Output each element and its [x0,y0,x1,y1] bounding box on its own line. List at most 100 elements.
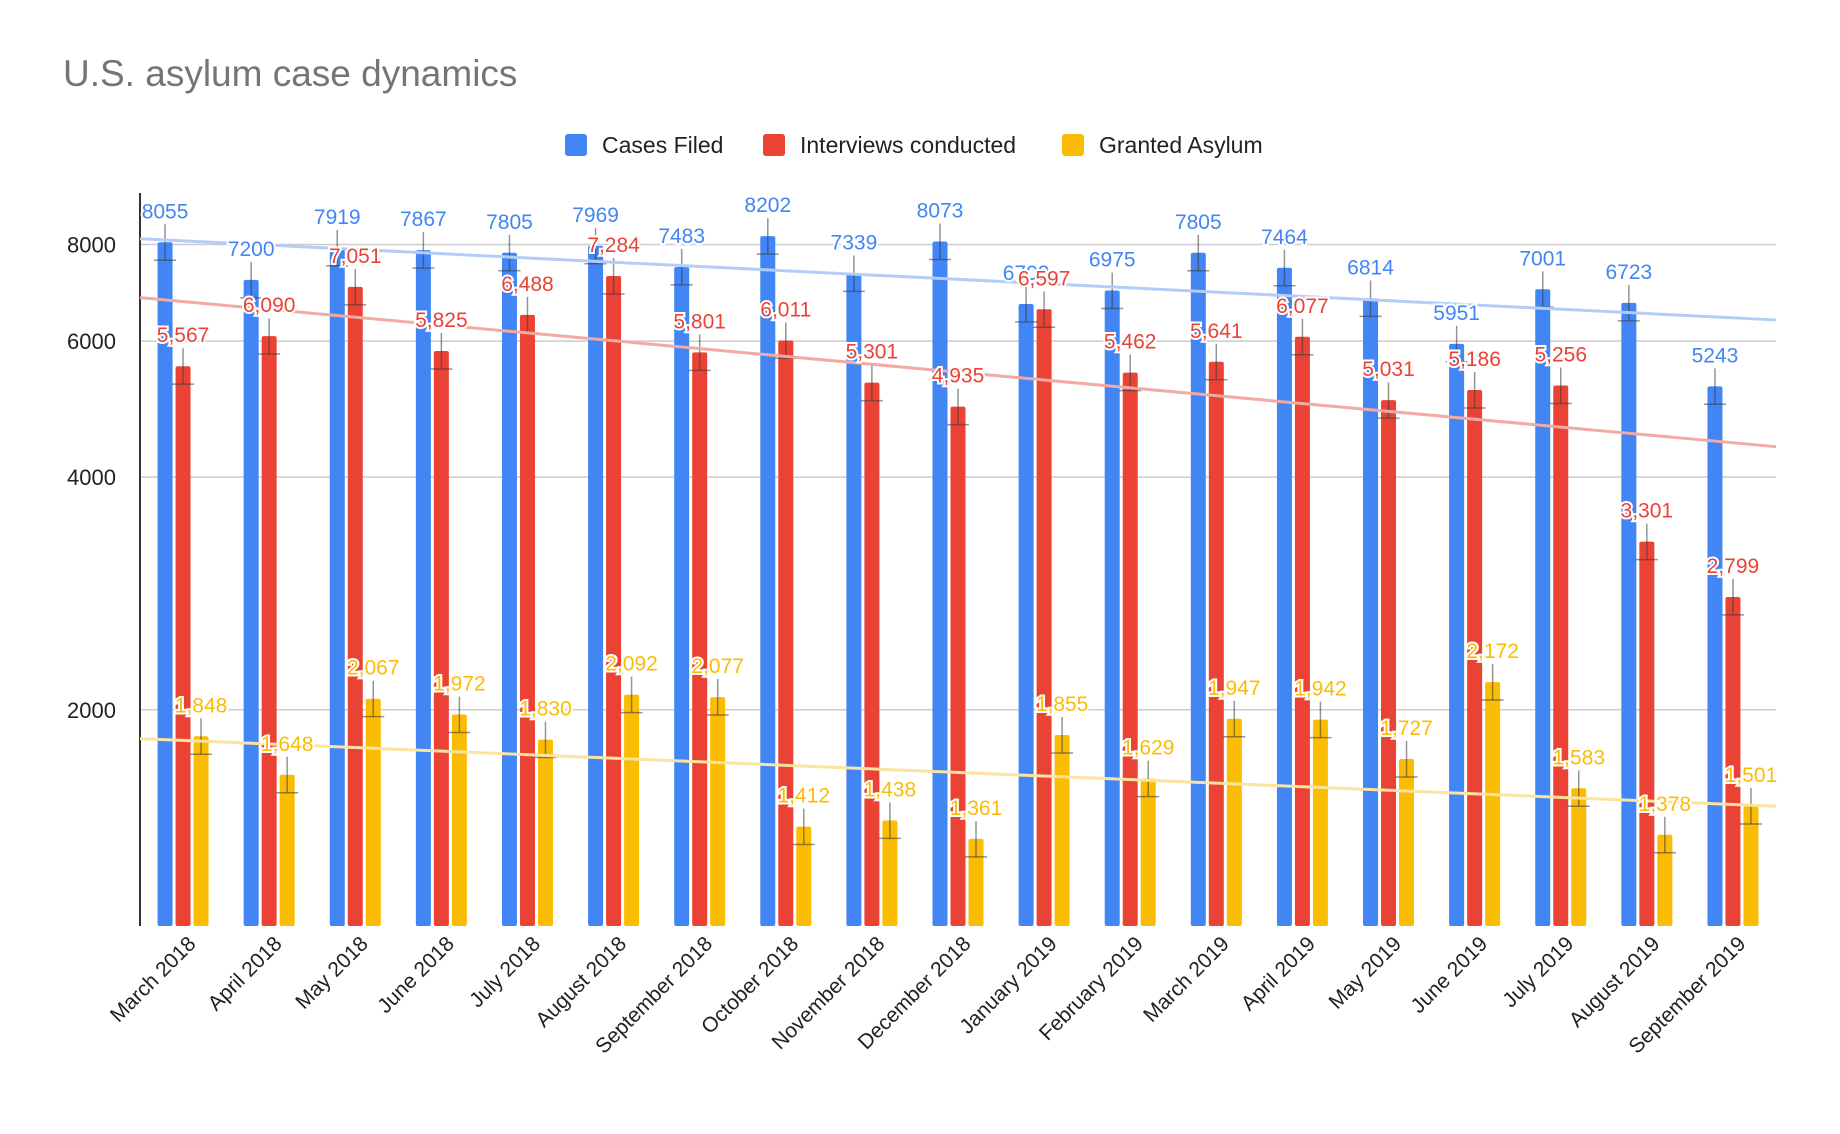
bar [1312,719,1328,926]
data-label: 1,583 [1552,746,1605,769]
y-tick-label: 8000 [67,233,116,258]
bar [760,236,776,926]
legend-swatch [1062,134,1084,156]
error-bars [154,218,1762,858]
data-label: 7805 [486,211,533,234]
data-label: 1,942 [1294,678,1347,701]
bar [415,250,431,926]
data-labels: 8055 5,567 1,848 7200 6,090 1,648 7919 7,051 2,0… [140,192,1780,822]
bar [1294,336,1310,926]
bar [1399,759,1415,926]
data-label: 5,031 [1362,358,1415,381]
bar [347,286,363,927]
data-label: 3,301 [1621,500,1674,523]
bar [1571,788,1587,926]
data-label: 5,825 [415,309,468,332]
bar [1657,834,1673,926]
data-label: 2,092 [605,653,658,676]
data-label: 7339 [831,232,878,255]
bar [950,406,966,926]
bar [157,242,173,926]
bar [243,279,259,926]
bar [796,826,812,926]
bar [1226,718,1242,926]
y-tick-label: 2000 [67,698,116,723]
legend-label: Granted Asylum [1099,132,1263,158]
bar [1485,682,1501,926]
bar [968,838,984,926]
bar [674,266,690,927]
data-label: 6814 [1347,256,1394,279]
data-label: 7805 [1175,211,1222,234]
data-label: 6,090 [243,294,296,317]
bar [329,247,345,926]
data-label: 7,051 [329,245,382,268]
bar [1190,252,1206,927]
bar [279,774,295,926]
bar [710,697,726,926]
data-label: 1,501 [1725,764,1778,787]
chart-title: U.S. asylum case dynamics [63,53,517,94]
trendline [139,296,1777,449]
bar [1725,596,1741,926]
data-label: 1,947 [1208,677,1261,700]
bar [451,714,467,926]
data-label: 2,077 [691,655,744,678]
data-label: 8055 [142,200,189,223]
data-label: 6723 [1605,261,1652,284]
bar [1621,302,1637,926]
data-label: 5243 [1692,344,1739,367]
data-label: 7464 [1261,226,1308,249]
bar [501,252,517,927]
bar [1036,309,1052,926]
data-label: 1,727 [1380,717,1433,740]
bar [882,820,898,926]
data-label: 6,011 [760,298,811,321]
data-label: 7867 [400,208,447,231]
bar [365,698,381,926]
data-label: 1,629 [1122,737,1175,760]
data-label: 6975 [1089,249,1136,272]
bar [1535,289,1551,926]
data-label: 6,077 [1276,295,1329,318]
data-label: 5,462 [1104,331,1157,354]
data-label: 5,567 [157,324,210,347]
legend-swatch [565,134,587,156]
data-label: 2,799 [1707,555,1760,578]
bar [624,694,640,926]
bar [175,366,191,926]
data-label: 1,648 [261,733,314,756]
legend-label: Cases Filed [602,132,723,158]
y-tick-label: 6000 [67,329,116,354]
data-label: 7483 [658,225,705,248]
data-label: 1,412 [778,785,831,808]
bar [932,241,948,927]
bar [537,739,553,926]
bar [1054,735,1070,926]
trendline [139,237,1777,322]
data-label: 1,378 [1639,793,1692,816]
bar [1122,372,1138,926]
data-label: 7200 [228,238,275,261]
data-label: 2,067 [347,657,400,680]
bar [778,340,794,926]
data-label: 1,972 [433,673,486,696]
data-label: 1,848 [175,694,228,717]
data-label: 6702 [1003,262,1050,285]
bar [864,382,880,926]
data-label: 5,801 [673,310,726,333]
bar [606,275,622,926]
data-label: 4,935 [932,365,985,388]
trendline [139,737,1777,808]
data-label: 7919 [314,206,361,229]
bar [1104,290,1120,926]
data-label: 1,830 [519,698,572,721]
data-label: 6,488 [501,273,554,296]
bar [1449,343,1465,927]
bar [433,351,449,926]
data-label: 5,186 [1448,348,1501,371]
bar [1363,298,1379,927]
bar [1208,361,1224,926]
bars [157,236,1759,927]
bar [519,314,535,926]
